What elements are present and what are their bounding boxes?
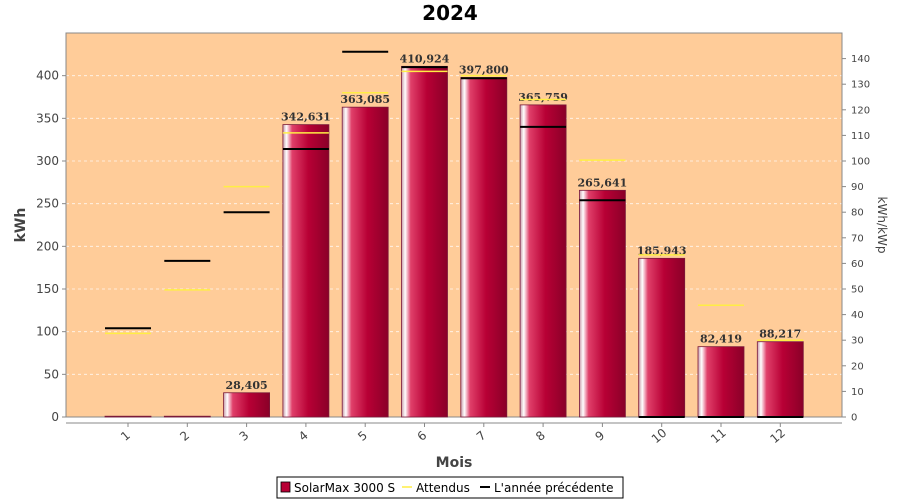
y-tick-label: 200 (36, 239, 59, 253)
y-tick-label: 350 (36, 111, 59, 125)
data-label: 28,405 (226, 379, 268, 392)
legend-box (276, 476, 624, 499)
legend-label: Attendus (416, 481, 470, 495)
y2-axis-label: kWh/kWp (875, 197, 889, 254)
bar (223, 392, 271, 418)
y-tick-label: 0 (51, 410, 59, 424)
markers (105, 50, 804, 418)
y-tick-label: 100 (36, 325, 59, 339)
legend-label: L'année précédente (494, 481, 613, 495)
y2-tick-label: 30 (851, 336, 864, 347)
y-tick-label: 150 (36, 282, 59, 296)
x-tick-label: 9 (592, 428, 607, 444)
y2-tick-label: 70 (851, 233, 864, 244)
y2-tick-label: 100 (851, 157, 870, 168)
bars (104, 65, 804, 418)
data-label: 185,943 (637, 244, 687, 257)
data-labels: 28,405 342,631 363,085 410,924 397,800 365,75… (226, 52, 802, 391)
data-label: 397,800 (459, 64, 509, 77)
y2-tick-label: 20 (851, 361, 864, 372)
y2-tick-label: 40 (851, 310, 864, 321)
bar (163, 415, 211, 418)
bar (638, 257, 686, 418)
data-label: 265,641 (578, 176, 628, 189)
bar (756, 341, 804, 418)
legend: SolarMax 3000 S Attendus L'année précédent… (276, 476, 624, 499)
chart-title: 2024 (422, 1, 478, 25)
x-tick-label: 10 (649, 426, 670, 447)
y2-tick-label: 110 (851, 131, 870, 142)
bar (282, 124, 330, 418)
x-tick-label: 3 (237, 428, 252, 444)
x-tick-label: 2 (177, 428, 192, 444)
data-label: 365,759 (518, 91, 568, 104)
y-tick-label: 300 (36, 154, 59, 168)
x-tick-label: 12 (767, 426, 788, 447)
y-tick-label: 250 (36, 197, 59, 211)
y-tick-label: 400 (36, 69, 59, 83)
x-tick-label: 4 (296, 428, 311, 444)
data-label: 410,924 (400, 52, 450, 65)
y2-tick-label: 130 (851, 80, 870, 91)
bar (460, 77, 508, 418)
data-label: 88,217 (759, 328, 801, 341)
x-tick-label: 11 (708, 426, 729, 447)
x-tick-label: 1 (118, 428, 133, 444)
bar (579, 189, 626, 418)
legend-swatch-bar (280, 481, 291, 493)
bar (519, 104, 567, 418)
y2-tick-label: 140 (851, 54, 870, 65)
y2-tick-label: 80 (851, 208, 864, 219)
x-tick-label: 5 (355, 428, 370, 444)
y2-tick-label: 0 (851, 413, 857, 424)
y2-tick-label: 120 (851, 105, 870, 116)
bar (697, 346, 745, 418)
x-tick-label: 6 (415, 428, 430, 444)
y2-tick-label: 60 (851, 259, 864, 270)
x-tick-label: 8 (533, 428, 548, 444)
data-label: 363,085 (340, 93, 390, 106)
bar (341, 106, 389, 418)
y2-tick-label: 90 (851, 182, 864, 193)
data-label: 82,419 (700, 333, 742, 346)
y2-tick-label: 50 (851, 285, 864, 296)
bar (104, 415, 152, 418)
x-tick-label: 7 (474, 428, 489, 444)
y-tick-label: 50 (44, 367, 59, 381)
legend-label: SolarMax 3000 S (294, 481, 395, 495)
x-axis-label: Mois (436, 455, 473, 471)
data-label: 342,631 (281, 111, 331, 124)
y-axis-label: kWh (13, 208, 29, 243)
bar (401, 65, 448, 418)
y2-tick-label: 10 (851, 387, 864, 398)
